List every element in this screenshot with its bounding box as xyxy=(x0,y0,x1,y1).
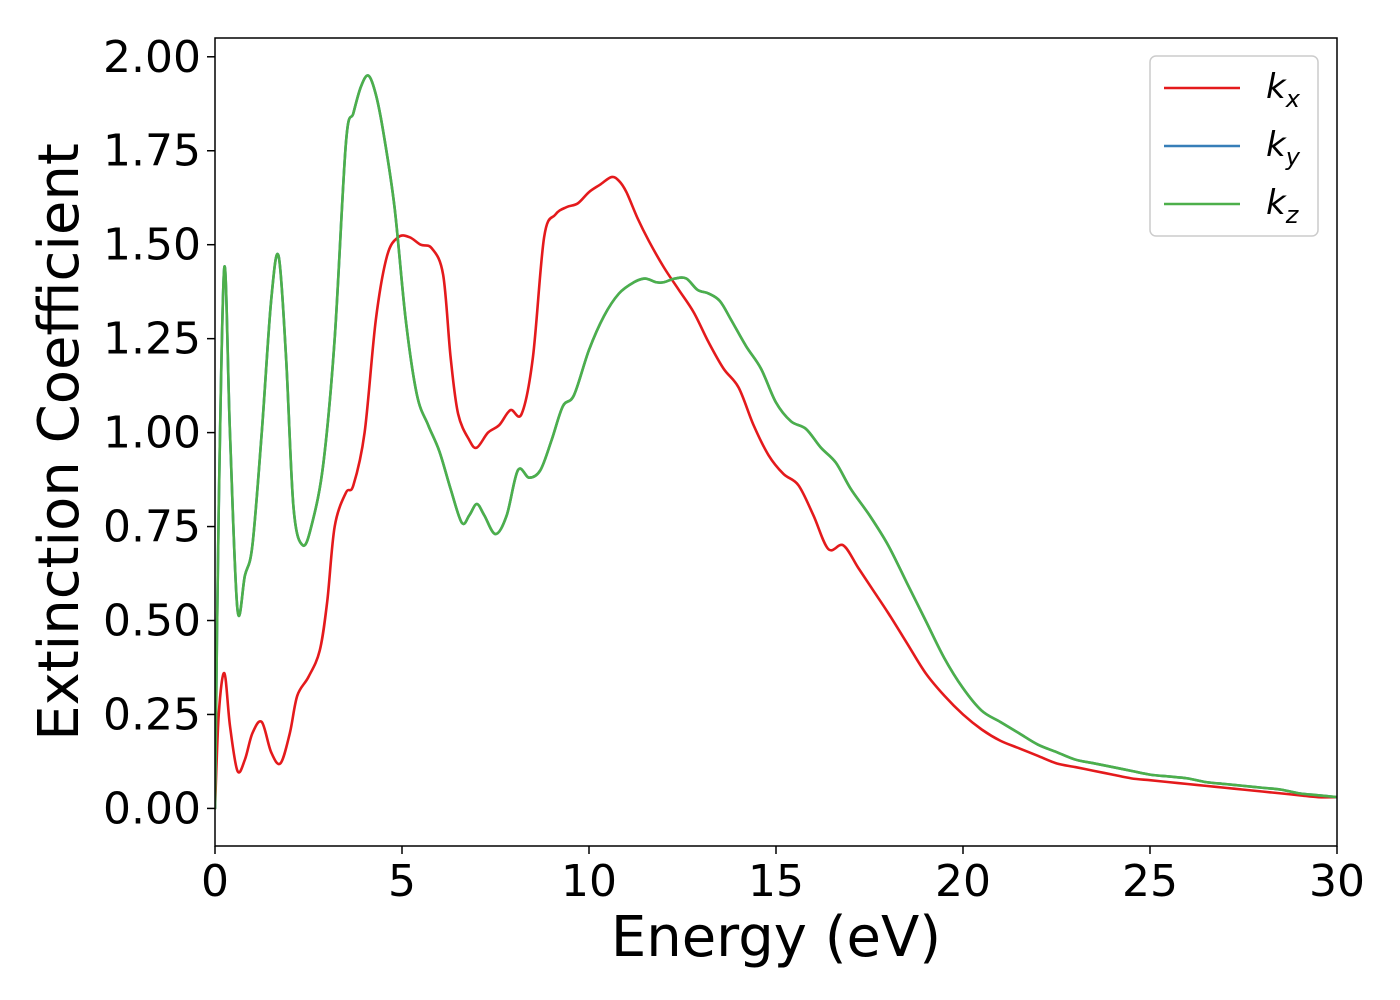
series-layer xyxy=(215,74,1337,810)
y-axis-title: Extinction Coefficient xyxy=(27,143,92,741)
y-tick-label: 0.25 xyxy=(103,689,201,740)
x-tick-label: 30 xyxy=(1309,856,1365,907)
legend: kx ky kz xyxy=(1149,55,1319,237)
x-tick-label: 25 xyxy=(1122,856,1178,907)
y-tick-label: 2.00 xyxy=(103,32,201,83)
x-axis-ticks: 0 5 10 15 20 25 30 xyxy=(201,846,1365,907)
x-axis-title: Energy (eV) xyxy=(611,905,941,970)
series-line-x xyxy=(215,175,1337,810)
y-tick-label: 1.50 xyxy=(103,220,201,271)
series-line-z xyxy=(215,74,1337,810)
y-axis-ticks: 0.00 0.25 0.50 0.75 1.00 1.25 1.50 1.75 2.00 xyxy=(103,32,215,834)
y-tick-label: 1.75 xyxy=(103,126,201,177)
legend-label-z: kz xyxy=(1266,183,1300,229)
x-tick-label: 15 xyxy=(748,856,804,907)
legend-label-x: kx xyxy=(1266,67,1301,113)
y-tick-label: 1.25 xyxy=(103,314,201,365)
x-tick-label: 20 xyxy=(935,856,991,907)
legend-label-y: ky xyxy=(1266,125,1301,171)
x-tick-label: 10 xyxy=(561,856,617,907)
y-tick-label: 0.75 xyxy=(103,502,201,553)
y-tick-label: 0.50 xyxy=(103,596,201,647)
x-tick-label: 5 xyxy=(388,856,416,907)
y-tick-label: 0.00 xyxy=(103,783,201,834)
x-tick-label: 0 xyxy=(201,856,229,907)
y-tick-label: 1.00 xyxy=(103,408,201,459)
